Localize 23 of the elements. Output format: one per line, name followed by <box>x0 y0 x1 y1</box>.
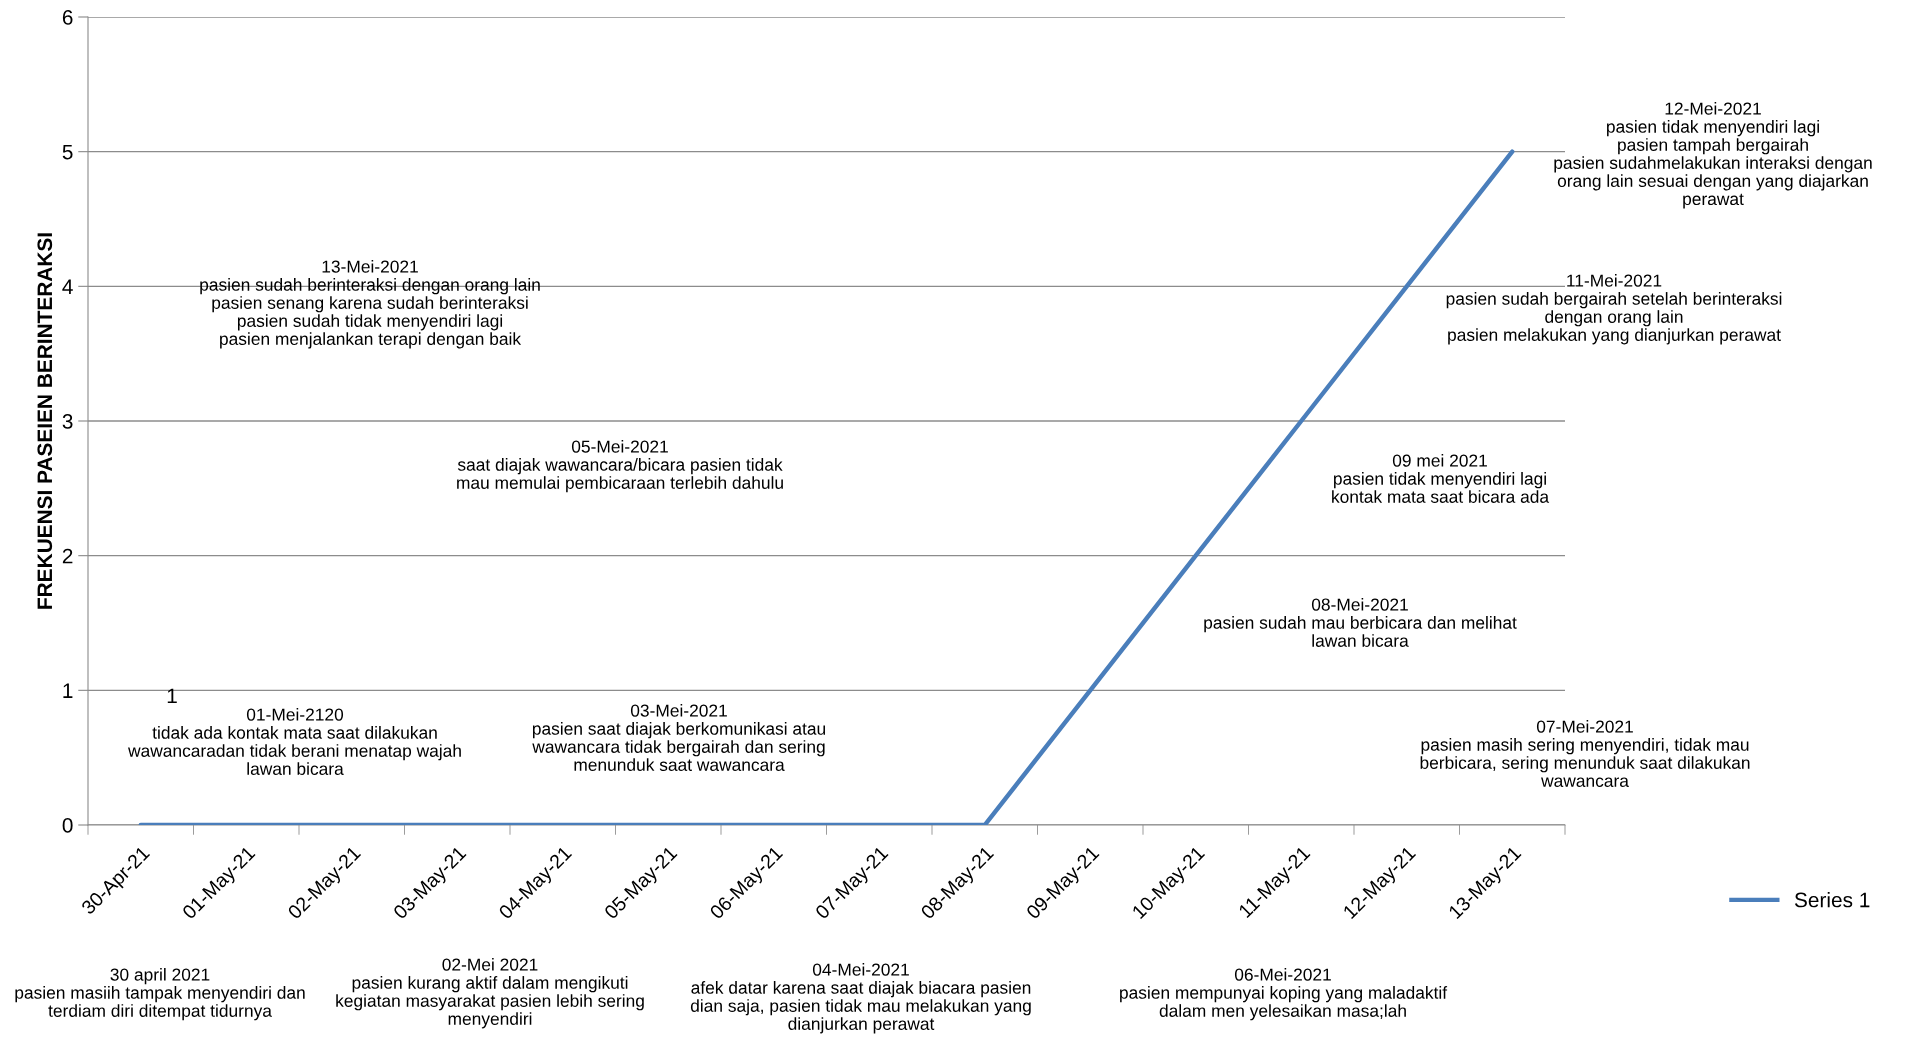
y-axis-title: FREKUENSI PASEIEN BERINTERAKSI <box>37 233 53 609</box>
y-tick-label: 1 <box>63 683 73 698</box>
text: 30 april 2021 pasien masiih tampak menyendiri dan terdiam diri ditempat tidurnya <box>15 968 305 1021</box>
annotation: 12-Mei-2021 pasien tidak menyendiri lagi pasien tampah bergairah pasien sudahmelakukan interaksi dengan orang lain sesuai dengan yang diajarkan perawat <box>1554 102 1872 209</box>
legend-label: Series 1 <box>1794 892 1870 908</box>
annotation: 07-Mei-2021 pasien masih sering menyendiri, tidak mau berbicara, sering menunduk saat dilakukan wawancara <box>1420 720 1750 787</box>
annotation: 01-Mei-2120 tidak ada kontak mata saat dilakukan wawancaradan tidak berani menatap wajah lawan bicara <box>128 708 461 775</box>
annotation: 09 mei 2021 pasien tidak menyendiri lagi kontak mata saat bicara ada <box>1332 454 1550 503</box>
y-tick-label: 2 <box>62 548 73 564</box>
annotation: 03-Mei-2021 pasien saat diajak berkomunikasi atau wawancara tidak bergairah dan sering menunduk saat wawancara <box>532 704 826 771</box>
text: 06-Mei-2021 pasien mempunyai koping yang maladaktif dalam men yelesaikan masa;lah <box>1120 968 1448 1021</box>
annotation: 13-Mei-2021 pasien sudah berinteraksi dengan orang lain pasien senang karena sudah berinteraksi pasien sudah tidak menyendiri lagi pasien menjalankan terapi dengan baik <box>200 260 540 349</box>
y-tick-label: 4 <box>62 279 73 294</box>
y-tick-label: 6 <box>62 10 73 25</box>
y-tick-label: 0 <box>62 818 73 833</box>
annotation: 11-Mei-2021 pasien sudah bergairah setelah berinteraksi dengan orang lain pasien melakukan yang dianjurkan perawat <box>1446 274 1782 345</box>
annotation: 08-Mei-2021 pasien sudah mau berbicara dan melihat lawan bicara <box>1204 598 1517 647</box>
text: 04-Mei-2021 afek datar karena saat diajak biacara pasien dian saja, pasien tidak mau melakukan yang dianjurkan perawat <box>690 963 1031 1034</box>
y-tick-label: 5 <box>62 144 73 160</box>
annotation: 05-Mei-2021 saat diajak wawancara/bicara pasien tidak mau memulai pembicaraan terlebih dahulu <box>457 440 783 493</box>
annotation: 1 <box>167 688 177 704</box>
text: 02-Mei 2021 pasien kurang aktif dalam mengikuti kegiatan masyarakat pasien lebih sering menyendiri <box>336 958 644 1029</box>
y-tick-label: 3 <box>62 414 73 429</box>
